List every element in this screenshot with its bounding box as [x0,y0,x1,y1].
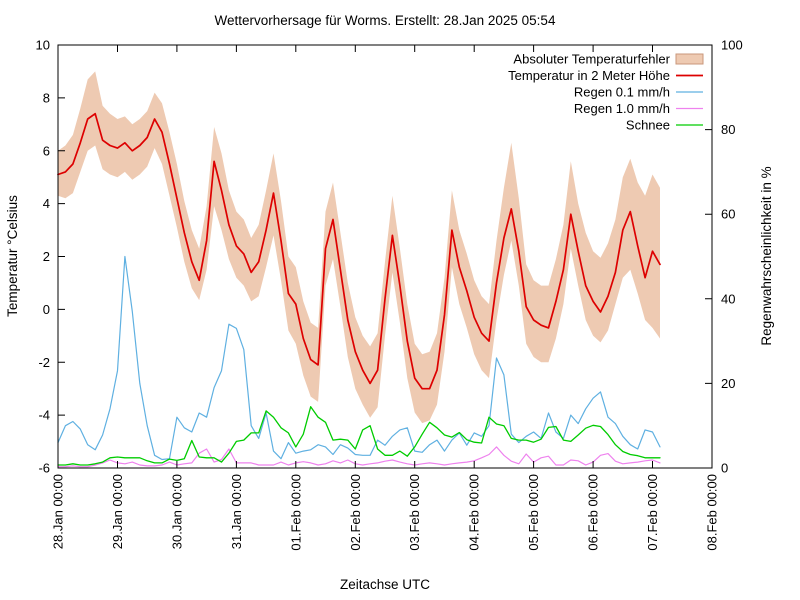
y-right-tick-label: 100 [721,38,743,53]
plot-border [57,44,713,469]
y-left-tick-label: 10 [36,38,50,53]
x-tick-label: 02.Feb 00:00 [348,474,363,551]
series-layer [57,71,661,468]
legend-label: Regen 1.0 mm/h [574,101,670,116]
x-tick-label: 08.Feb 00:00 [705,474,720,551]
x-tick-label: 31.Jan 00:00 [229,474,244,549]
rain-10-line [57,446,661,468]
y-left-tick-label: 4 [43,196,50,211]
x-tick-label: 01.Feb 00:00 [288,474,303,551]
error-band [58,71,660,424]
y-right-tick-label: 60 [721,207,735,222]
legend-label: Regen 0.1 mm/h [574,85,670,100]
y-left-tick-label: 0 [43,302,50,317]
y-right-tick-label: 40 [721,291,735,306]
x-axis-label: Zeitachse UTC [340,577,430,592]
x-tick-label: 07.Feb 00:00 [645,474,660,551]
legend-label: Temperatur in 2 Meter Höhe [508,68,670,83]
legend-label: Absoluter Temperaturfehler [513,52,670,67]
y-left-tick-label: 6 [43,143,50,158]
x-tick-label: 30.Jan 00:00 [169,474,184,549]
x-tick-label: 04.Feb 00:00 [467,474,482,551]
x-tick-label: 28.Jan 00:00 [51,474,66,549]
temperature-line [57,112,661,390]
y-left-tick-label: 8 [43,90,50,105]
y-left-tick-label: -2 [38,355,50,370]
y-right-tick-label: 80 [721,122,735,137]
legend-band-swatch [675,53,704,65]
x-tick-label: 06.Feb 00:00 [586,474,601,551]
x-tick-label: 03.Feb 00:00 [407,474,422,551]
chart-title: Wettervorhersage für Worms. Erstellt: 28… [215,13,556,28]
snow-line [57,406,661,466]
x-tick-label: 05.Feb 00:00 [526,474,541,551]
y-left-tick-label: -4 [38,408,50,423]
y-right-tick-label: 20 [721,376,735,391]
y-left-tick-label: -6 [38,461,50,476]
y-left-tick-label: 2 [43,249,50,264]
x-tick-label: 29.Jan 00:00 [110,474,125,549]
y-axis-left-label: Temperatur °Celsius [5,195,20,317]
legend-label: Schnee [626,118,670,133]
y-right-tick-label: 0 [721,461,728,476]
y-axis-right-label: Regenwahrscheinlichkeit in % [759,166,774,345]
rain-01-line [57,255,661,461]
